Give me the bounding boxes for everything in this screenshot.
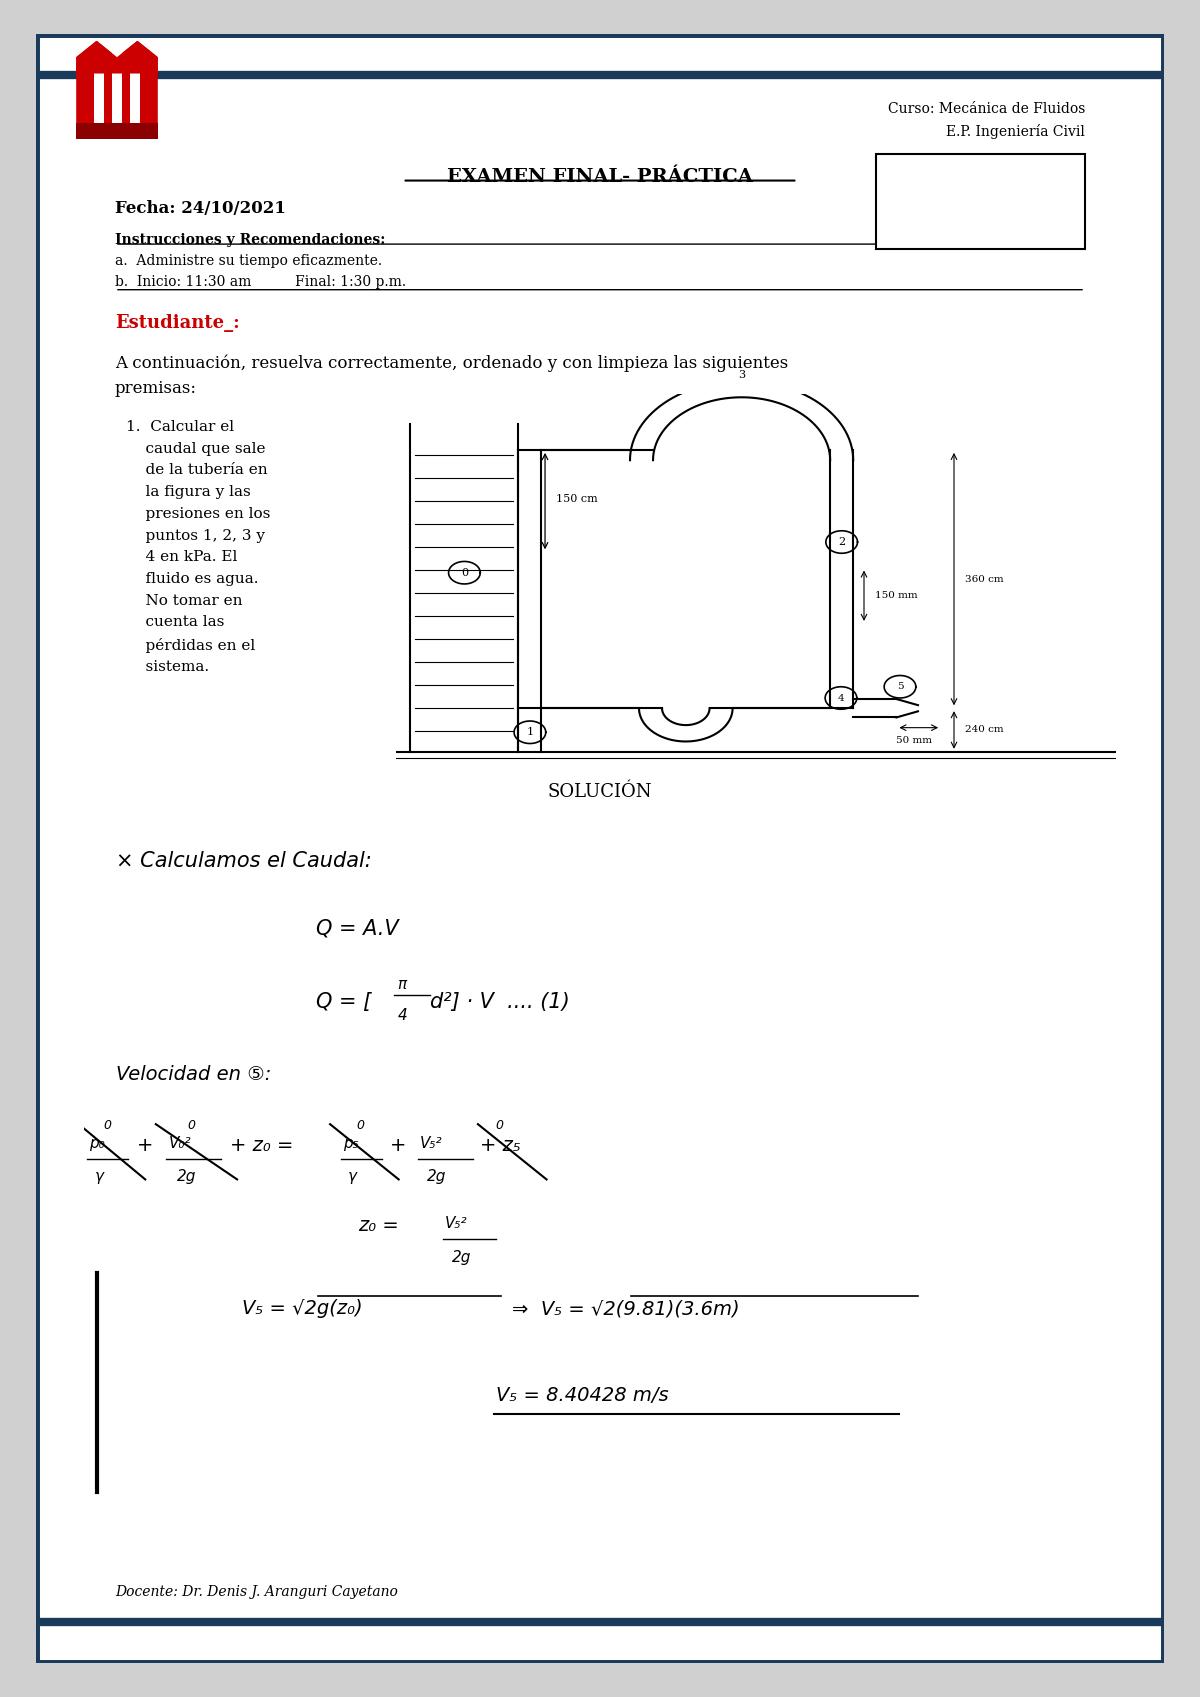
Text: 4: 4 bbox=[838, 694, 845, 703]
Text: d²] · V  .... (1): d²] · V .... (1) bbox=[431, 991, 570, 1011]
Text: 240 cm: 240 cm bbox=[965, 725, 1003, 735]
Text: z₀ =: z₀ = bbox=[359, 1215, 400, 1235]
Text: a.  Administre su tiempo eficazmente.: a. Administre su tiempo eficazmente. bbox=[115, 255, 382, 268]
Text: +: + bbox=[390, 1135, 407, 1154]
Polygon shape bbox=[77, 41, 158, 139]
Text: 2: 2 bbox=[838, 536, 845, 546]
Text: ⇒  V₅ = √2(9.81)(3.6m): ⇒ V₅ = √2(9.81)(3.6m) bbox=[511, 1300, 739, 1319]
Text: γ: γ bbox=[95, 1169, 103, 1185]
Text: 150 cm: 150 cm bbox=[556, 494, 598, 504]
Text: V₀²: V₀² bbox=[168, 1135, 191, 1151]
Text: × Calculamos el Caudal:: × Calculamos el Caudal: bbox=[115, 852, 372, 871]
Text: Fecha: 24/10/2021: Fecha: 24/10/2021 bbox=[115, 200, 286, 217]
Text: V₅²: V₅² bbox=[445, 1215, 468, 1230]
Text: + z₀ =: + z₀ = bbox=[229, 1135, 293, 1154]
FancyBboxPatch shape bbox=[36, 34, 1164, 1663]
Text: A continuación, resuelva correctamente, ordenado y con limpieza las siguientes
p: A continuación, resuelva correctamente, … bbox=[115, 355, 788, 397]
Text: 150 mm: 150 mm bbox=[875, 591, 918, 601]
Text: Curso: Mecánica de Fluidos: Curso: Mecánica de Fluidos bbox=[888, 102, 1085, 117]
Text: 2g: 2g bbox=[451, 1251, 470, 1266]
Bar bbox=[131, 53, 140, 131]
Text: +: + bbox=[137, 1135, 154, 1154]
Text: π: π bbox=[397, 977, 407, 993]
Text: 0: 0 bbox=[461, 568, 468, 577]
Text: 0: 0 bbox=[187, 1118, 196, 1132]
Text: Docente: Dr. Denis J. Aranguri Cayetano: Docente: Dr. Denis J. Aranguri Cayetano bbox=[115, 1585, 398, 1599]
Text: 1: 1 bbox=[527, 728, 534, 736]
Text: 3: 3 bbox=[738, 370, 745, 380]
Polygon shape bbox=[77, 41, 158, 73]
Text: 0: 0 bbox=[103, 1118, 112, 1132]
Bar bbox=[112, 53, 122, 131]
Text: EXAMEN FINAL- PRÁCTICA: EXAMEN FINAL- PRÁCTICA bbox=[448, 168, 752, 185]
Text: p₅: p₅ bbox=[343, 1135, 359, 1151]
Text: p₀: p₀ bbox=[89, 1135, 106, 1151]
Text: 0: 0 bbox=[496, 1118, 504, 1132]
Text: 360 cm: 360 cm bbox=[965, 575, 1003, 584]
Text: 50 mm: 50 mm bbox=[896, 736, 932, 745]
Text: V₅ = 8.40428 m/s: V₅ = 8.40428 m/s bbox=[496, 1386, 668, 1405]
Text: V₅²: V₅² bbox=[420, 1135, 443, 1151]
Text: Q = [: Q = [ bbox=[317, 991, 372, 1011]
Text: Q = A.V: Q = A.V bbox=[317, 918, 398, 938]
Text: Instrucciones y Recomendaciones:: Instrucciones y Recomendaciones: bbox=[115, 232, 385, 246]
Text: γ: γ bbox=[348, 1169, 358, 1185]
Text: Velocidad en ⑤:: Velocidad en ⑤: bbox=[115, 1064, 271, 1084]
Bar bbox=[77, 122, 158, 139]
Text: 2g: 2g bbox=[427, 1169, 446, 1185]
Text: V₅ = √2g(z₀): V₅ = √2g(z₀) bbox=[242, 1300, 364, 1319]
Text: 1.  Calcular el
    caudal que sale
    de la tubería en
    la figura y las
   : 1. Calcular el caudal que sale de la tub… bbox=[126, 421, 271, 674]
Text: SOLUCIÓN: SOLUCIÓN bbox=[547, 784, 653, 801]
Text: 2g: 2g bbox=[176, 1169, 197, 1185]
Bar bbox=[94, 53, 103, 131]
Text: 4: 4 bbox=[397, 1008, 407, 1023]
Text: E.P. Ingeniería Civil: E.P. Ingeniería Civil bbox=[946, 124, 1085, 139]
Text: + z₅: + z₅ bbox=[480, 1135, 521, 1154]
Text: Estudiante_:: Estudiante_: bbox=[115, 314, 240, 333]
Text: 5: 5 bbox=[896, 682, 904, 691]
Text: b.  Inicio: 11:30 am          Final: 1:30 p.m.: b. Inicio: 11:30 am Final: 1:30 p.m. bbox=[115, 275, 406, 288]
Bar bbox=[876, 154, 1085, 249]
Text: 0: 0 bbox=[356, 1118, 365, 1132]
